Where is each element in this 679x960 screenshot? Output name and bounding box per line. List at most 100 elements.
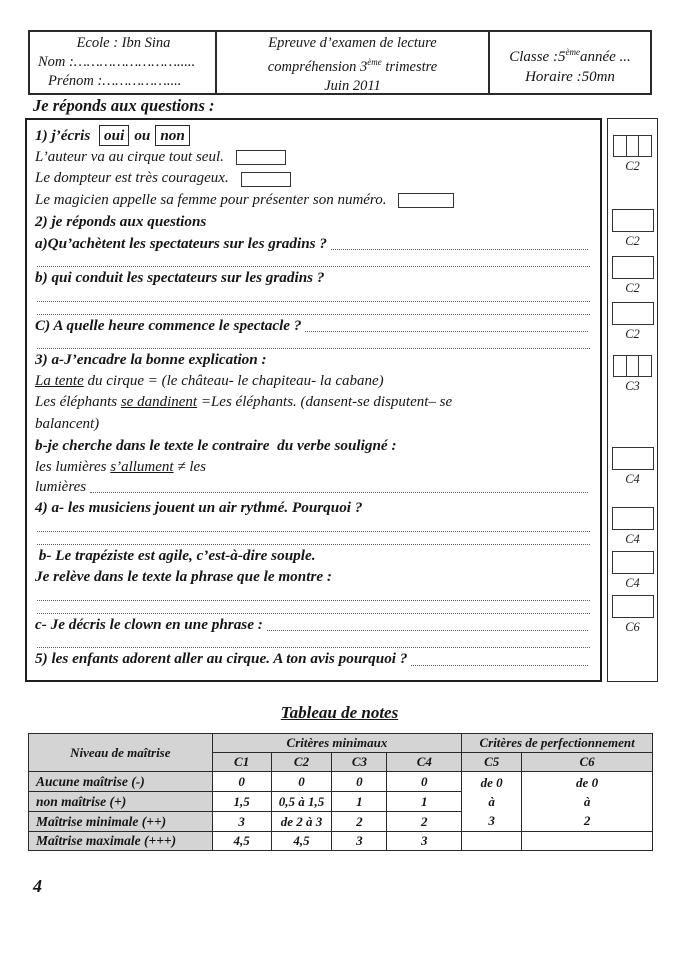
q3-line5: lumières [35, 478, 592, 497]
cell: 3 [386, 831, 463, 851]
name-field-label: Nom :……………………..... [38, 54, 196, 70]
col-header-c3: C3 [331, 752, 388, 772]
q2c-row: C) A quelle heure commence le spectacle … [35, 315, 592, 337]
criteria-label: C2 [625, 159, 640, 173]
cell: de 2 à 3 [270, 811, 333, 832]
cell-empty [521, 831, 653, 851]
header-table: Ecole : Ibn Sina Nom :……………………..... Prén… [28, 30, 652, 95]
row-label: Aucune maîtrise (-) [28, 771, 213, 792]
dotted-line [37, 254, 590, 267]
criteria-group-c2-4: C2 [608, 302, 657, 342]
answer-dots [411, 664, 588, 666]
q1-title-row: 1) j’écris oui ou non [35, 125, 592, 147]
score-box [611, 256, 654, 279]
answer-dots [305, 331, 588, 332]
cell: 1,5 [211, 791, 272, 812]
dotted-line [37, 289, 590, 302]
answer-box [235, 150, 286, 165]
q4b-statement: b- Le trapéziste est agile, c’est-à-dire… [35, 546, 316, 564]
score-boxes [613, 135, 652, 157]
underlined-word: se dandinent [120, 394, 198, 410]
q2-title: 2) je réponds aux questions [35, 213, 207, 230]
col-group-perfectionnement: Critères de perfectionnement [461, 733, 653, 753]
criteria-label: C2 [625, 281, 640, 295]
cell: 0 [331, 771, 388, 792]
q4c-row: c- Je décris le clown en une phrase : [35, 614, 592, 636]
criteria-group-c4-2: C4 [608, 507, 657, 547]
answer-box [398, 193, 455, 208]
q3b-title: b-je cherche dans le texte le contraire … [35, 437, 397, 454]
q1-non-box: non [155, 125, 190, 147]
cell: 0,5 à 1,5 [270, 791, 333, 812]
q3-line3: balancent) [35, 415, 100, 432]
criteria-label: C2 [625, 327, 640, 341]
q3-title: 3) a-J’encadre la bonne explication : [35, 351, 267, 368]
col-header-c6: C6 [521, 752, 653, 772]
score-box [611, 551, 654, 574]
page-number: 4 [33, 876, 42, 896]
criteria-group-c2-1: C2 [608, 135, 657, 174]
cell: 2 [386, 811, 463, 832]
dotted-line [37, 532, 590, 545]
table-row: non maîtrise (+) 1,5 0,5 à 1,5 1 1 [28, 791, 653, 812]
score-boxes [613, 355, 652, 377]
notes-table: Niveau de maîtrise Critères minimaux Cri… [28, 733, 653, 851]
q1-statement-1: L’auteur va au cirque tout seul. [35, 147, 592, 169]
exam-title-line2: compréhension 3ème trimestre [267, 57, 438, 75]
criteria-label: C3 [625, 379, 640, 393]
q3-line1: La tente du cirque = (le château- le cha… [35, 372, 384, 389]
q4a-row: 4) a- les musiciens jouent un air rythmé… [35, 497, 592, 519]
header-school-cell: Ecole : Ibn Sina Nom :……………………..... Prén… [30, 32, 217, 93]
school-name: Ecole : Ibn Sina [76, 35, 171, 51]
q3b-title-row: b-je cherche dans le texte le contraire … [35, 435, 592, 457]
dotted-line [37, 588, 590, 601]
q1-ou: ou [134, 127, 151, 144]
criteria-group-c2-2: C2 [608, 209, 657, 249]
table-row: Maîtrise maximale (+++) 4,5 4,5 3 3 [28, 831, 653, 851]
q2c-question: C) A quelle heure commence le spectacle … [35, 316, 302, 334]
criteria-label: C6 [625, 620, 640, 634]
q1-statement-3: Le magicien appelle sa femme pour présen… [35, 190, 592, 212]
q2b-question: b) qui conduit les spectateurs sur les g… [35, 269, 325, 286]
exam-title-line1: Epreuve d’examen de lecture [268, 35, 437, 51]
firstname-field-label: Prénom :…………….... [48, 73, 182, 89]
cell: 4,5 [270, 831, 333, 851]
q1-title: 1) j’écris [35, 127, 95, 144]
q1-oui-box: oui [99, 125, 130, 147]
criteria-group-c2-3: C2 [608, 256, 657, 296]
answer-dots [330, 249, 588, 250]
notes-table-title: Tableau de notes [280, 703, 399, 722]
header-title-cell: Epreuve d’examen de lecture compréhensio… [217, 32, 490, 94]
cell: 2 [331, 811, 388, 832]
criteria-group-c6: C6 [608, 595, 657, 635]
answer-dots [266, 630, 588, 631]
answer-dots [90, 492, 588, 493]
q4c-question: c- Je décris le clown en une phrase : [35, 615, 263, 633]
cell-c6-merged: de 0 à 2 [521, 771, 653, 832]
underlined-word: La tente [35, 372, 84, 389]
header-class-cell: Classe :5èmeannée ... Horaire :50mn [490, 32, 650, 93]
cell: 0 [211, 771, 272, 792]
criteria-column: C2 C2 C2 C2 C3 C4 C4 C4 [607, 118, 658, 682]
criteria-group-c3: C3 [608, 355, 657, 394]
q5-question: 5) les enfants adorent aller au cirque. … [35, 650, 408, 667]
q3-line4: les lumières s’allument ≠ les [35, 458, 206, 475]
underlined-word: s’allument [110, 458, 174, 475]
dotted-line [37, 336, 590, 349]
col-header-niveau: Niveau de maîtrise [28, 733, 213, 772]
criteria-group-c4-3: C4 [608, 551, 657, 591]
q1-statement-2: Le dompteur est très courageux. [35, 168, 592, 190]
q4b-instruction: Je relève dans le texte la phrase que le… [35, 568, 332, 585]
dotted-line [37, 601, 590, 614]
class-label: Classe :5èmeannée ... [509, 47, 631, 65]
table-row: Aucune maîtrise (-) 0 0 0 0 de 0 à 3 de … [28, 771, 653, 832]
answer-box [240, 171, 291, 187]
col-header-c4: C4 [386, 752, 463, 772]
col-header-c1: C1 [211, 752, 272, 772]
score-box [611, 209, 654, 232]
q2a-row: a)Qu’achètent les spectateurs sur les gr… [35, 233, 592, 255]
col-header-c5: C5 [461, 752, 523, 772]
score-box [611, 595, 654, 618]
col-group-minimaux: Critères minimaux [211, 733, 463, 753]
cell: 3 [211, 811, 272, 832]
